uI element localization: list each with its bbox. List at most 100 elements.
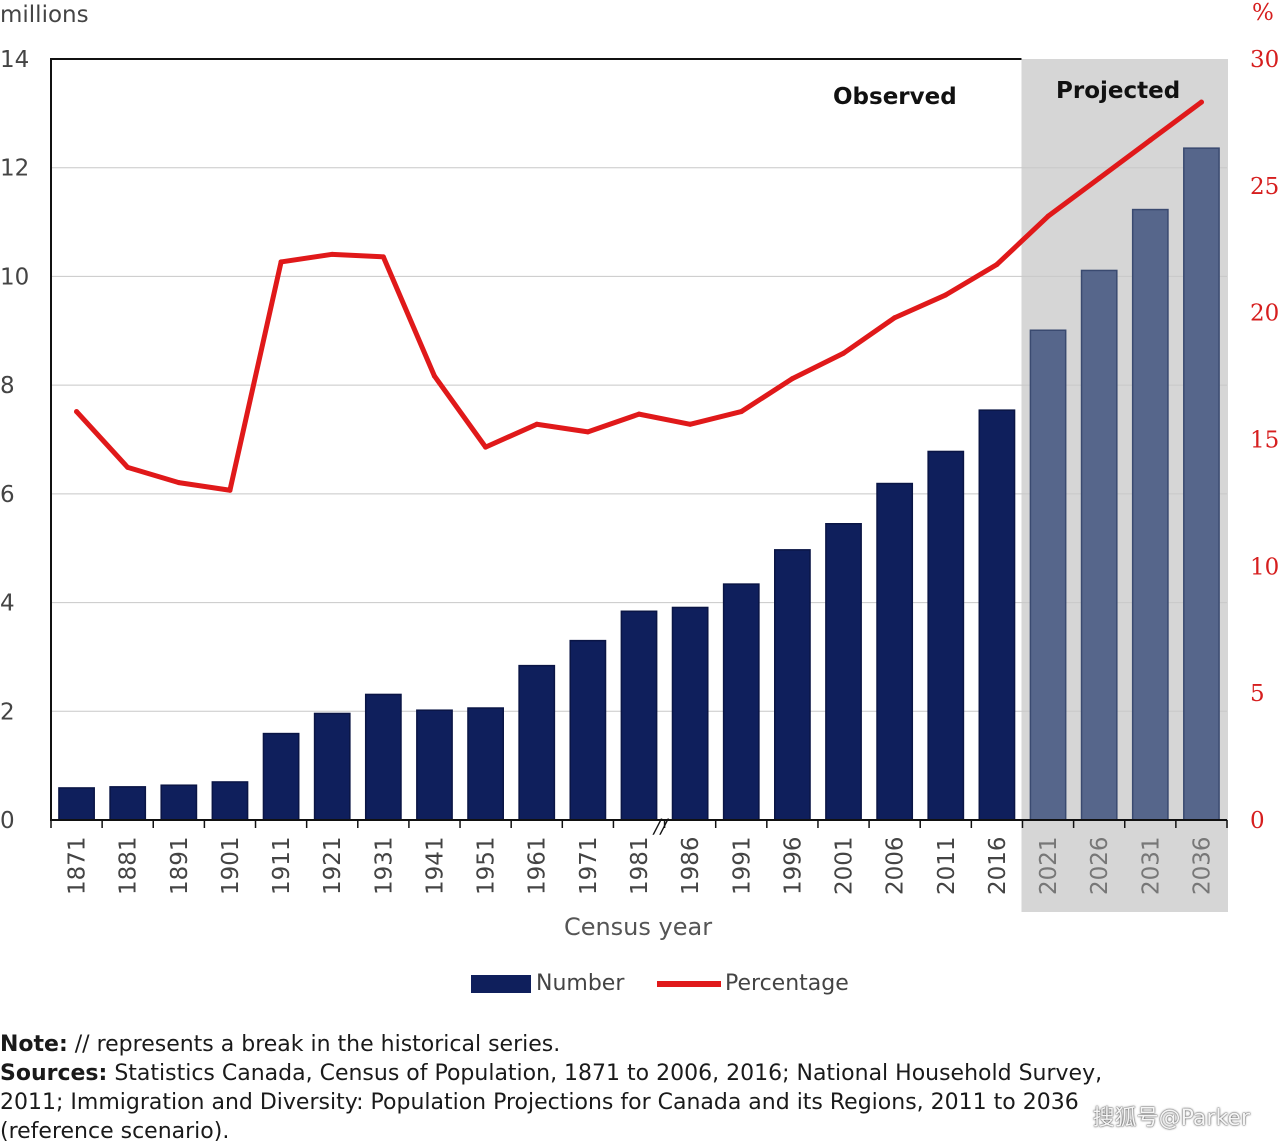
- watermark: 搜狐号@Parker: [1092, 1106, 1250, 1131]
- note-line: Note: // represents a break in the histo…: [0, 1030, 1280, 1059]
- x-tick-label: 2016: [985, 836, 1011, 895]
- y-tick-label: 10: [0, 264, 29, 290]
- percentage-point: [636, 411, 642, 417]
- percentage-point: [483, 444, 489, 450]
- y-tick-label: 2: [0, 699, 15, 725]
- x-tick-label: 1891: [167, 836, 193, 895]
- legend-label-number: Number: [536, 971, 625, 996]
- percentage-point: [1045, 213, 1051, 219]
- x-tick-label: 2026: [1087, 836, 1113, 895]
- bar: [1131, 208, 1169, 821]
- percentage-point: [943, 292, 949, 298]
- bar: [518, 664, 556, 821]
- percentage-point: [1147, 137, 1153, 143]
- y-right-tick-label: 15: [1250, 428, 1279, 454]
- x-tick-label: 1881: [116, 836, 142, 895]
- sources-text-2: 2011; Immigration and Diversity: Populat…: [0, 1090, 1079, 1115]
- bar: [774, 549, 811, 821]
- legend-swatch-percentage: [657, 981, 721, 987]
- y-tick-label: 6: [0, 482, 15, 508]
- sources-text-3: (reference scenario).: [0, 1119, 230, 1144]
- percentage-point: [1096, 175, 1102, 181]
- percentage-point: [278, 259, 284, 265]
- bar: [211, 781, 249, 821]
- note-text: // represents a break in the historical …: [67, 1032, 561, 1057]
- bar: [978, 409, 1016, 821]
- bar: [671, 606, 709, 821]
- bar: [58, 787, 95, 821]
- percentage-point: [431, 373, 437, 379]
- x-tick-label: 2001: [832, 836, 858, 895]
- legend-swatch-number: [471, 975, 531, 993]
- bar: [1080, 269, 1118, 821]
- bar: [160, 784, 198, 821]
- observed-annotation: Observed: [833, 84, 957, 110]
- y-right-tick-label: 0: [1250, 808, 1265, 834]
- x-tick-label: 1871: [65, 836, 91, 895]
- bar: [109, 786, 147, 821]
- projected-annotation: Projected: [1056, 78, 1180, 104]
- y-axis-right-label: %: [1252, 0, 1274, 26]
- percentage-point: [534, 421, 540, 427]
- percentage-point: [329, 251, 335, 257]
- percentage-point: [789, 376, 795, 382]
- x-tick-label: 1961: [525, 836, 551, 895]
- percentage-point: [125, 464, 131, 470]
- x-tick-label: 1901: [218, 836, 244, 895]
- percentage-point: [585, 429, 591, 435]
- bar: [620, 610, 658, 821]
- y-right-tick-label: 30: [1250, 47, 1279, 73]
- sources-text-1: Statistics Canada, Census of Population,…: [107, 1061, 1103, 1086]
- x-tick-label: 2011: [934, 836, 960, 895]
- bar: [927, 450, 965, 821]
- y-right-tick-label: 20: [1250, 301, 1279, 327]
- y-right-tick-label: 5: [1250, 681, 1265, 707]
- percentage-point: [227, 487, 233, 493]
- bar: [262, 732, 300, 821]
- note-label: Note:: [0, 1032, 68, 1057]
- percentage-point: [892, 315, 898, 321]
- y-tick-label: 0: [0, 808, 15, 834]
- notes-block: Note: // represents a break in the histo…: [0, 1030, 1280, 1146]
- y-tick-label: 8: [0, 373, 15, 399]
- y-right-tick-label: 25: [1250, 174, 1279, 200]
- percentage-point: [74, 409, 80, 415]
- percentage-point: [380, 254, 386, 260]
- x-axis-label: Census year: [564, 913, 712, 941]
- percentage-point: [687, 421, 693, 427]
- x-tick-label: 1911: [269, 836, 295, 895]
- x-tick-label: 2021: [1036, 836, 1062, 895]
- y-tick-label: 12: [0, 156, 29, 182]
- chart: 0 2 4 6 8 10 12 14 0 5 10 15 20 25 30 1871 1881 1891 1901 1…: [0, 0, 1279, 996]
- y-right-tick-label: 10: [1250, 554, 1279, 580]
- x-tick-label: 2031: [1138, 836, 1164, 895]
- bar: [825, 523, 862, 821]
- x-tick-label: 2036: [1189, 836, 1215, 895]
- percentage-point: [176, 480, 182, 486]
- x-tick-label: 2006: [883, 836, 909, 895]
- break-marker: //: [652, 814, 670, 838]
- bar: [1029, 329, 1067, 821]
- x-tick-label: 1986: [678, 836, 704, 895]
- x-tick-label: 1981: [627, 836, 653, 895]
- bar: [364, 693, 402, 821]
- percentage-point: [1198, 99, 1204, 105]
- bar: [313, 712, 351, 821]
- sources-label: Sources:: [0, 1061, 108, 1086]
- y-axis-label: millions: [0, 2, 89, 28]
- x-tick-label: 1941: [422, 836, 448, 895]
- sources-line: Sources: Statistics Canada, Census of Po…: [0, 1059, 1280, 1088]
- bar: [876, 482, 914, 821]
- x-tick-label: 1991: [729, 836, 755, 895]
- x-tick-label: 1971: [576, 836, 602, 895]
- legend-label-percentage: Percentage: [725, 971, 849, 996]
- bar: [569, 639, 607, 821]
- x-tick-label: 1951: [474, 836, 500, 895]
- plot-frame: [50, 58, 1227, 821]
- percentage-point: [738, 409, 744, 415]
- y-tick-label: 4: [0, 591, 15, 617]
- legend: Number Percentage: [471, 971, 849, 996]
- bar: [1183, 147, 1220, 821]
- percentage-point: [994, 261, 1000, 267]
- bar: [722, 583, 760, 821]
